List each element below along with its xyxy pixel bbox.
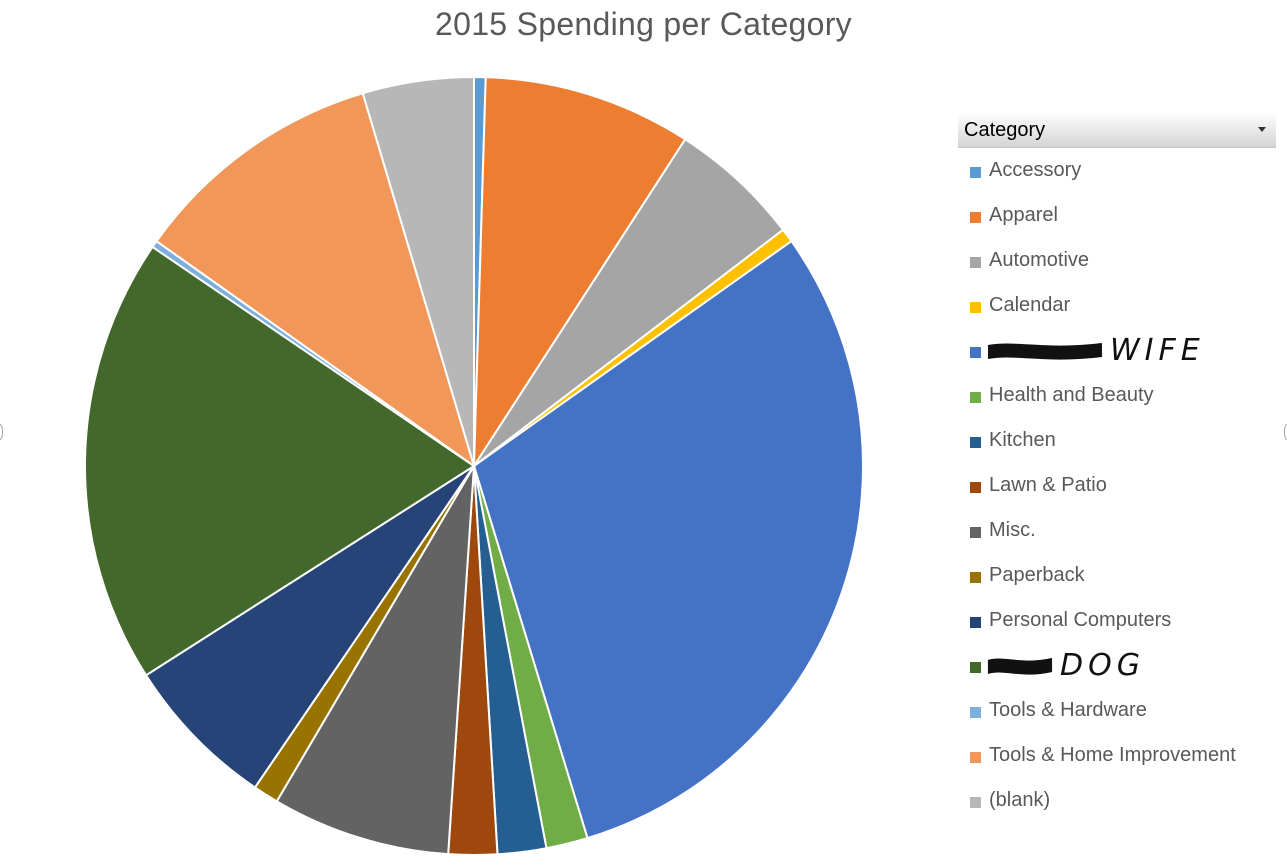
legend-label: Kitchen xyxy=(989,429,1056,451)
legend-swatch xyxy=(970,752,981,763)
legend-item[interactable]: Paperback xyxy=(970,562,1280,592)
legend-item[interactable]: Health and Beauty xyxy=(970,382,1280,412)
legend-swatch xyxy=(970,167,981,178)
legend-item[interactable]: Misc. xyxy=(970,517,1280,547)
pie-slice-14[interactable] xyxy=(361,75,475,467)
legend-category-filter[interactable]: Category xyxy=(958,112,1276,148)
legend-swatch xyxy=(970,437,981,448)
legend-item[interactable]: DOG xyxy=(970,648,1280,683)
legend-item[interactable]: Kitchen xyxy=(970,427,1280,457)
legend-label: Tools & Home Improvement xyxy=(989,744,1236,766)
legend-label: Automotive xyxy=(989,249,1090,271)
legend-swatch xyxy=(970,572,981,583)
chevron-down-icon[interactable] xyxy=(1258,127,1266,132)
resize-handle-right[interactable] xyxy=(1284,424,1287,440)
redaction-scribble xyxy=(987,343,1103,360)
legend-item[interactable]: Tools & Hardware xyxy=(970,697,1280,727)
legend-swatch xyxy=(970,392,981,403)
pie-slice-10[interactable] xyxy=(144,465,475,789)
redaction-scribble xyxy=(987,658,1053,675)
legend-swatch xyxy=(970,797,981,808)
legend-item[interactable]: Calendar xyxy=(970,292,1280,322)
legend-label: Calendar xyxy=(989,294,1071,316)
legend-swatch xyxy=(970,257,981,268)
legend-item[interactable]: Automotive xyxy=(970,247,1280,277)
legend-swatch xyxy=(970,707,981,718)
legend-item[interactable]: Accessory xyxy=(970,157,1280,187)
legend-item[interactable]: Personal Computers xyxy=(970,607,1280,637)
pie-slice-13[interactable] xyxy=(155,91,476,469)
legend-item[interactable]: Apparel xyxy=(970,202,1280,232)
legend-item[interactable]: Lawn & Patio xyxy=(970,472,1280,502)
legend-swatch xyxy=(970,662,981,673)
pie-slice-1[interactable] xyxy=(472,76,687,470)
legend-label: Misc. xyxy=(989,519,1036,541)
legend-label: (blank) xyxy=(989,789,1051,811)
legend-item[interactable]: Tools & Home Improvement xyxy=(970,742,1280,772)
pie-slice-4[interactable] xyxy=(472,239,864,840)
legend-label: Personal Computers xyxy=(989,609,1172,631)
legend-swatch xyxy=(970,212,981,223)
legend-label: Accessory xyxy=(989,159,1082,181)
legend-header-label: Category xyxy=(964,119,1046,141)
legend-item[interactable]: WIFE xyxy=(970,333,1280,368)
pie-slice-11[interactable] xyxy=(84,245,476,677)
legend-label: Health and Beauty xyxy=(989,384,1154,406)
legend-label: Apparel xyxy=(989,204,1058,226)
legend-swatch xyxy=(970,302,981,313)
legend-item[interactable]: (blank) xyxy=(970,787,1280,817)
legend-label-handwritten: DOG xyxy=(1060,648,1145,683)
chart-title: 2015 Spending per Category xyxy=(435,6,852,42)
pie-slice-2[interactable] xyxy=(473,137,785,467)
legend-label: Tools & Hardware xyxy=(989,699,1147,721)
legend-label-handwritten: WIFE xyxy=(1110,333,1205,368)
legend-swatch xyxy=(970,482,981,493)
legend-swatch xyxy=(970,617,981,628)
legend-label: Lawn & Patio xyxy=(989,474,1107,496)
legend-swatch xyxy=(970,527,981,538)
legend-label: Paperback xyxy=(989,564,1085,586)
legend-swatch xyxy=(970,347,981,358)
pie-slice-8[interactable] xyxy=(275,465,475,856)
